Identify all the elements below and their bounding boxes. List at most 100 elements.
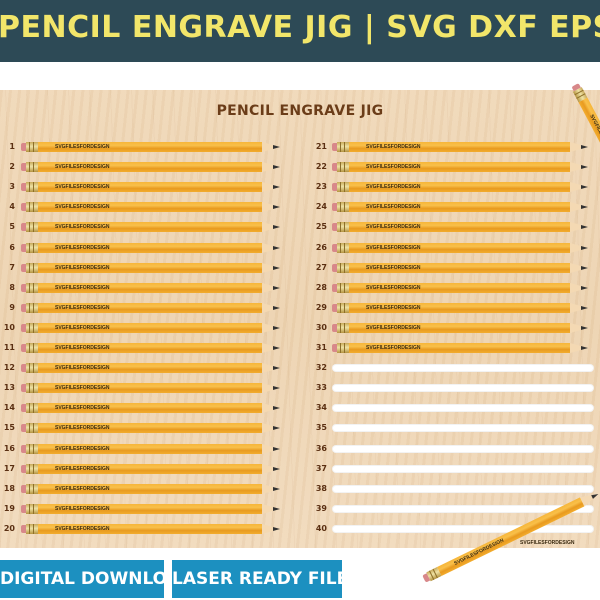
pencil-tip <box>570 282 588 293</box>
pencil-tip <box>262 182 280 193</box>
pencil-body <box>38 302 262 313</box>
pencil: SVGFILESFORDESIGN <box>21 403 286 414</box>
pencil: SVGFILESFORDESIGN <box>21 383 286 394</box>
pencil-eraser <box>332 283 337 292</box>
pencil-ferrule <box>26 262 38 273</box>
pencil: SVGFILESFORDESIGN <box>21 242 286 253</box>
jig-title: PENCIL ENGRAVE JIG <box>216 103 384 119</box>
pencil-tip <box>262 262 280 273</box>
pencil-lead <box>273 145 280 149</box>
pencil-lead <box>273 446 280 451</box>
pencil-tip <box>570 182 588 193</box>
pencil: SVGFILESFORDESIGN <box>332 162 594 173</box>
pencil-brand-text: SVGFILESFORDESIGN <box>55 365 110 372</box>
pencil-ferrule <box>26 322 38 333</box>
pencil-eraser <box>332 263 337 272</box>
slot-number: 3 <box>9 182 15 192</box>
pencil-eraser <box>21 203 26 212</box>
empty-slot <box>332 464 594 473</box>
slot-number: 38 <box>315 483 327 493</box>
slot-number: 29 <box>315 302 327 312</box>
pencil-lead <box>581 185 588 190</box>
slot-number: 37 <box>315 463 327 473</box>
pencil: SVGFILESFORDESIGN <box>21 483 286 494</box>
slot-number: 8 <box>9 282 15 292</box>
pencil: SVGFILESFORDESIGN <box>332 282 594 293</box>
slot-number: 10 <box>3 322 15 332</box>
pencil-brand-text: SVGFILESFORDESIGN <box>55 405 110 412</box>
pencil-lead <box>273 285 280 290</box>
empty-slot <box>332 424 594 433</box>
slot-number: 4 <box>9 202 15 212</box>
pencil-lead <box>581 205 588 210</box>
slot-number: 23 <box>315 182 327 192</box>
pencil-eraser <box>21 163 26 172</box>
pencil-body <box>349 182 570 193</box>
pencil-tip <box>570 202 588 213</box>
slot-number: 1 <box>9 142 15 151</box>
pencil-brand-text: SVGFILESFORDESIGN <box>366 224 421 231</box>
pencil-eraser <box>21 524 26 533</box>
pencil-eraser <box>332 243 337 252</box>
slot-number: 34 <box>315 403 327 413</box>
pencil-brand-text: SVGFILESFORDESIGN <box>55 204 110 211</box>
slot-number: 14 <box>3 403 15 413</box>
pencil-ferrule <box>26 443 38 454</box>
pencil-body <box>349 282 570 293</box>
pencil-ferrule <box>26 242 38 253</box>
board-brand-label: SVGFILESFORDESIGN <box>520 540 575 546</box>
slot-number: 21 <box>315 142 327 151</box>
slot-number: 33 <box>315 383 327 393</box>
pencil: SVGFILESFORDESIGN <box>332 182 594 193</box>
pencil-tip <box>262 222 280 233</box>
pencil-lead <box>273 386 280 391</box>
pencil-body <box>38 503 262 514</box>
banner-title: PENCIL ENGRAVE JIG | SVG DXF EPS DWG PDF <box>0 10 600 45</box>
pencil-brand-text: SVGFILESFORDESIGN <box>55 324 110 331</box>
pencil-eraser <box>21 263 26 272</box>
pencil-body <box>38 403 262 414</box>
pencil-brand-text: SVGFILESFORDESIGN <box>366 164 421 171</box>
pencil-ferrule <box>337 202 349 213</box>
pencil-ferrule <box>26 142 38 152</box>
pencil: SVGFILESFORDESIGN <box>332 142 594 152</box>
pencil-tip <box>262 423 280 434</box>
pencil-lead <box>273 346 280 350</box>
pencil-brand-text: SVGFILESFORDESIGN <box>55 445 110 452</box>
pencil-body <box>349 222 570 233</box>
pencil: SVGFILESFORDESIGN <box>332 222 594 233</box>
pencil-body <box>349 343 570 353</box>
pencil: SVGFILESFORDESIGN <box>21 202 286 213</box>
pencil-eraser <box>21 364 26 373</box>
pencil-tip <box>570 142 588 152</box>
empty-slot <box>332 404 594 413</box>
pencil-ferrule <box>26 463 38 474</box>
pencil-brand-text: SVGFILESFORDESIGN <box>55 164 110 171</box>
slot-number: 19 <box>3 503 15 513</box>
slot-number: 36 <box>315 443 327 453</box>
pencil-lead <box>273 185 280 190</box>
pencil-ferrule <box>26 222 38 233</box>
pencil-ferrule <box>337 162 349 173</box>
pencil-ferrule <box>26 523 38 534</box>
pencil-body <box>349 162 570 173</box>
pencil: SVGFILESFORDESIGN <box>21 222 286 233</box>
pencil-tip <box>262 282 280 293</box>
pencil-lead <box>273 305 280 310</box>
pencil-tip <box>570 343 588 353</box>
digital-download-badge: DIGITAL DOWNLOAD <box>0 560 164 598</box>
pencil-eraser <box>21 444 26 453</box>
pencil-brand-text: SVGFILESFORDESIGN <box>55 244 110 251</box>
pencil-body <box>38 182 262 193</box>
pencil-lead <box>273 245 280 250</box>
pencil-brand-text: SVGFILESFORDESIGN <box>55 385 110 392</box>
pencil-tip <box>570 242 588 253</box>
pencil-ferrule <box>337 142 349 152</box>
pencil-ferrule <box>26 403 38 414</box>
pencil-eraser <box>21 504 26 513</box>
pencil-eraser <box>21 303 26 312</box>
pencil: SVGFILESFORDESIGN <box>21 463 286 474</box>
pencil-body <box>38 383 262 394</box>
pencil-tip <box>262 242 280 253</box>
slot-number: 28 <box>315 282 327 292</box>
